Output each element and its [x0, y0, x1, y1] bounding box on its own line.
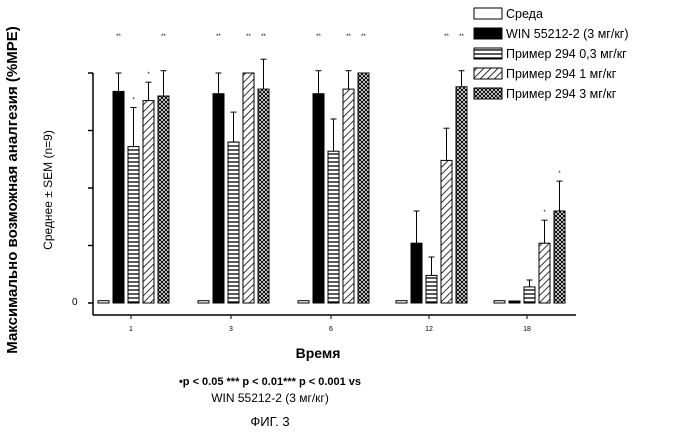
legend: Среда WIN 55212-2 (3 мг/кг) Пример 294 0,3…	[474, 7, 629, 101]
bar-4-1	[158, 96, 169, 303]
significance-mark-3-3: **	[246, 34, 251, 40]
legend-label-1: WIN 55212-2 (3 мг/кг)	[506, 27, 629, 41]
legend-label-2: Пример 294 0,3 мг/кг	[506, 47, 627, 61]
bar-0-12	[396, 301, 407, 303]
bar-1-1	[113, 91, 124, 303]
x-tick-label-1: 1	[129, 326, 133, 333]
bar-4-6	[358, 73, 369, 303]
significance-mark-3-1: *	[147, 72, 150, 78]
y-axis-subtitle: Среднее ± SEM (n=9)	[41, 130, 55, 250]
legend-swatch-0	[474, 8, 502, 19]
x-tick-label-12: 12	[425, 326, 433, 333]
legend-swatch-1	[474, 28, 502, 39]
bar-2-3	[228, 142, 239, 303]
bar-3-3	[243, 73, 254, 303]
significance-mark-3-6: **	[346, 34, 351, 40]
significance-mark-2-1: *	[132, 98, 135, 104]
x-tick-label-6: 6	[329, 326, 333, 333]
x-tick-label-18: 18	[523, 326, 531, 333]
bar-0-3	[198, 301, 209, 303]
bar-4-18	[554, 211, 565, 303]
significance-mark-4-18: *	[558, 171, 561, 177]
bar-4-3	[258, 89, 269, 303]
significance-mark-4-12: **	[459, 34, 464, 40]
figure-label: ФИГ. 3	[0, 414, 540, 429]
significance-mark-1-3: **	[216, 34, 221, 40]
significance-footnote-reference: WIN 55212-2 (3 мг/кг)	[0, 391, 540, 405]
bar-4-12	[456, 87, 467, 303]
significance-mark-1-1: **	[116, 34, 121, 40]
significance-mark-4-6: **	[361, 34, 366, 40]
legend-label-0: Среда	[506, 7, 543, 21]
bar-1-18	[509, 301, 520, 303]
significance-footnote: •p < 0.05 *** p < 0.01*** p < 0.001 vs	[0, 376, 540, 388]
y-tick-label-0: 0	[72, 297, 78, 308]
bar-3-6	[343, 89, 354, 303]
legend-swatch-3	[474, 68, 502, 79]
bar-3-18	[539, 243, 550, 303]
significance-mark-3-18: *	[543, 210, 546, 216]
bar-2-18	[524, 287, 535, 303]
legend-swatch-4	[474, 88, 502, 99]
significance-mark-4-1: **	[161, 34, 166, 40]
bar-2-1	[128, 147, 139, 303]
significance-mark-4-3: **	[261, 34, 266, 40]
bar-3-1	[143, 101, 154, 303]
bar-1-12	[411, 243, 422, 303]
legend-label-4: Пример 294 3 мг/кг	[506, 87, 617, 101]
bar-2-12	[426, 275, 437, 303]
bar-0-18	[494, 301, 505, 303]
x-axis-title: Время	[296, 345, 341, 361]
bar-0-6	[298, 301, 309, 303]
bar-2-6	[328, 151, 339, 303]
bar-1-6	[313, 94, 324, 303]
significance-mark-1-6: **	[316, 34, 321, 40]
bar-0-1	[98, 301, 109, 303]
bar-3-12	[441, 160, 452, 303]
significance-mark-3-12: **	[444, 34, 449, 40]
legend-swatch-2	[474, 48, 502, 59]
x-tick-label-3: 3	[229, 326, 233, 333]
y-axis-title: Максимально возможная аналгезия (%MPE)	[4, 26, 21, 353]
legend-label-3: Пример 294 1 мг/кг	[506, 67, 617, 81]
bar-1-3	[213, 94, 224, 303]
